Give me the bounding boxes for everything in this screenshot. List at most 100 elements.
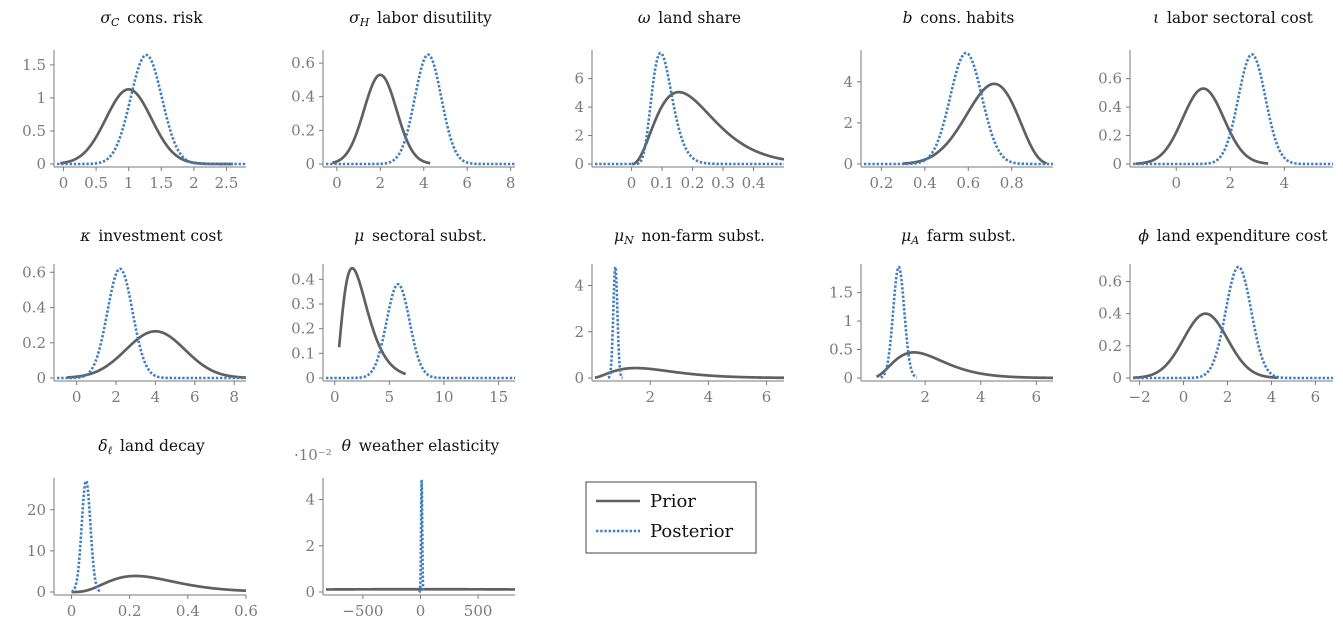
- panel-land-expenditure-cost-x-tick-label: 2: [1223, 388, 1233, 406]
- panel-land-share-x-tick-label: 0.2: [681, 174, 705, 192]
- panel-investment-cost-x-tick-label: 4: [151, 388, 161, 406]
- panel-h-labor-disutility-title: σH labor disutility: [349, 9, 492, 29]
- panel-a-farm-subst-prior-line: [875, 351, 1054, 380]
- panel-c-cons-risk-x-tick-label: 0.5: [84, 174, 108, 192]
- panel-h-labor-disutility-y-tick-label: 0.2: [291, 121, 315, 139]
- panel-land-decay-y-tick-label: 20: [27, 501, 46, 519]
- panel-investment-cost-x-tick-label: 6: [190, 388, 200, 406]
- panel-c-cons-risk-x-tick-label: 0: [59, 174, 69, 192]
- panel-land-decay-prior-line: [70, 574, 247, 594]
- legend-posterior-label: Posterior: [650, 521, 734, 542]
- panel-land-decay-y-tick-label: 0: [36, 583, 46, 601]
- panel-labor-sectoral-cost-x-tick-label: 2: [1226, 174, 1236, 192]
- panel-land-decay-x-tick-label: 0: [67, 602, 77, 620]
- panel-a-farm-subst-posterior-line: [879, 265, 919, 379]
- panel-c-cons-risk-x-tick-label: 2: [189, 174, 199, 192]
- panel-sectoral-subst-y-tick-label: 0.3: [291, 295, 315, 313]
- panel-land-expenditure-cost-y-tick-label: 0.2: [1098, 337, 1122, 355]
- panel-land-share-x-tick-label: 0: [627, 174, 637, 192]
- panel-a-farm-subst-x-tick-label: 4: [976, 388, 986, 406]
- panel-weather-elasticity-y-tick-label: 4: [305, 491, 315, 509]
- legend: Prior Posterior: [585, 481, 757, 554]
- panel-b-cons-habits-x-tick-label: 0.2: [869, 174, 893, 192]
- panel-h-labor-disutility-x-tick-label: 8: [506, 174, 516, 192]
- panel-sectoral-subst-x-tick-label: 15: [489, 388, 508, 406]
- panel-labor-sectoral-cost-y-tick-label: 0.2: [1098, 127, 1122, 145]
- panel-land-expenditure-cost-x-tick-label: 6: [1311, 388, 1321, 406]
- panel-land-share-title: ω land share: [638, 9, 741, 27]
- legend-prior-label: Prior: [650, 491, 696, 512]
- panel-land-share-y-tick-label: 0: [574, 155, 584, 173]
- panel-labor-sectoral-cost-y-tick-label: 0.6: [1098, 70, 1122, 88]
- panel-a-farm-subst: μA farm subst. 2 4 6 0 0.5 1 1.5: [829, 227, 1054, 406]
- panel-b-cons-habits-x-tick-label: 0.4: [913, 174, 937, 192]
- panel-investment-cost-prior-line: [65, 329, 247, 379]
- panel-land-expenditure-cost-y-tick-label: 0.6: [1098, 272, 1122, 290]
- panel-n-non-farm-subst-posterior-line: [606, 265, 624, 380]
- panel-land-share-x-tick-label: 0.4: [742, 174, 766, 192]
- panel-a-farm-subst-y-tick-label: 0: [843, 369, 853, 387]
- panel-n-non-farm-subst-prior-line: [594, 366, 785, 380]
- panel-h-labor-disutility-x-tick-label: 0: [332, 174, 342, 192]
- panel-a-farm-subst-y-tick-label: 0.5: [829, 341, 853, 359]
- panel-investment-cost-x-tick-label: 8: [229, 388, 239, 406]
- panel-weather-elasticity-y-tick-label: 0: [305, 583, 315, 601]
- panel-land-share-posterior-line: [594, 51, 785, 166]
- panel-c-cons-risk-title: σC cons. risk: [100, 9, 203, 29]
- panel-sectoral-subst-y-tick-label: 0: [305, 369, 315, 387]
- panel-land-decay-title: δℓ land decay: [98, 437, 205, 457]
- panel-a-farm-subst-y-tick-label: 1.5: [829, 284, 853, 302]
- panel-labor-sectoral-cost-x-tick-label: 4: [1280, 174, 1290, 192]
- panel-land-decay-posterior-line: [70, 479, 102, 593]
- panel-investment-cost-posterior-line: [56, 267, 247, 380]
- panel-land-share-x-tick-label: 0.1: [650, 174, 674, 192]
- panel-b-cons-habits-title: b cons. habits: [903, 9, 1015, 27]
- panel-investment-cost-title: κ investment cost: [79, 227, 223, 245]
- panel-labor-sectoral-cost-y-tick-label: 0: [1112, 155, 1122, 173]
- panel-a-farm-subst-y-tick-label: 1: [843, 312, 853, 330]
- panel-n-non-farm-subst: μN non-farm subst. 2 4 6 0 2 4: [574, 227, 785, 406]
- panel-c-cons-risk-posterior-line: [56, 53, 247, 166]
- panel-land-share-prior-line: [630, 90, 786, 166]
- panel-weather-elasticity-y-multiplier: ·10⁻²: [294, 446, 332, 464]
- panel-investment-cost-y-tick-label: 0.6: [22, 263, 46, 281]
- panel-c-cons-risk-x-tick-label: 2.5: [215, 174, 239, 192]
- panel-investment-cost-y-tick-label: 0.2: [22, 334, 46, 352]
- panel-land-expenditure-cost-posterior-line: [1132, 265, 1334, 380]
- panel-h-labor-disutility-prior-line: [331, 73, 432, 165]
- panel-c-cons-risk-y-tick-label: 1.5: [22, 56, 46, 74]
- panel-h-labor-disutility-posterior-line: [325, 53, 516, 166]
- panel-n-non-farm-subst-title: μN non-farm subst.: [614, 227, 765, 247]
- panel-b-cons-habits-y-tick-label: 2: [843, 114, 853, 132]
- panel-a-farm-subst-title: μA farm subst.: [901, 227, 1016, 247]
- panel-land-share: ω land share 0 0.1 0.2 0.3 0.4 0 2 4 6: [574, 9, 786, 192]
- panel-sectoral-subst-title: μ sectoral subst.: [354, 227, 487, 245]
- legend-box: [585, 481, 757, 554]
- panel-land-decay-y-tick-label: 10: [27, 542, 46, 560]
- panel-land-expenditure-cost-prior-line: [1131, 312, 1280, 380]
- panel-land-expenditure-cost: ϕ land expenditure cost −2 0 2 4 6 0 0.2 0.4 0.6: [1098, 227, 1334, 406]
- panel-sectoral-subst-posterior-line: [325, 282, 516, 380]
- panel-weather-elasticity-x-tick-label: −500: [342, 602, 383, 620]
- panel-n-non-farm-subst-x-tick-label: 6: [762, 388, 772, 406]
- panel-b-cons-habits-prior-line: [902, 82, 1048, 165]
- panel-b-cons-habits-x-tick-label: 0.8: [1000, 174, 1024, 192]
- panel-weather-elasticity-y-tick-label: 2: [305, 537, 315, 555]
- panel-land-decay-x-tick-label: 0.2: [118, 602, 142, 620]
- panel-land-share-y-tick-label: 6: [574, 70, 584, 88]
- panel-a-farm-subst-x-tick-label: 6: [1032, 388, 1042, 406]
- panel-land-decay: δℓ land decay 0 0.2 0.4 0.6 0 10 20: [27, 437, 258, 620]
- panel-sectoral-subst: μ sectoral subst. 0 5 10 15 0 0.1 0.2 0.3 0.4: [291, 227, 516, 406]
- panel-investment-cost-x-tick-label: 2: [111, 388, 121, 406]
- panel-labor-sectoral-cost-x-tick-label: 0: [1171, 174, 1181, 192]
- panel-c-cons-risk-prior-line: [59, 87, 234, 166]
- panel-n-non-farm-subst-y-tick-label: 0: [574, 369, 584, 387]
- panel-c-cons-risk-x-tick-label: 1: [124, 174, 134, 192]
- panel-labor-sectoral-cost: ι labor sectoral cost 0 2 4 0 0.2 0.4 0.6: [1098, 9, 1334, 192]
- panel-n-non-farm-subst-x-tick-label: 4: [704, 388, 714, 406]
- panel-h-labor-disutility-x-tick-label: 2: [376, 174, 386, 192]
- panel-n-non-farm-subst-y-tick-label: 4: [574, 277, 584, 295]
- panel-b-cons-habits: b cons. habits 0.2 0.4 0.6 0.8 0 2 4: [843, 9, 1054, 192]
- panel-weather-elasticity-title: θ weather elasticity: [342, 437, 500, 455]
- panel-investment-cost-y-tick-label: 0.4: [22, 299, 46, 317]
